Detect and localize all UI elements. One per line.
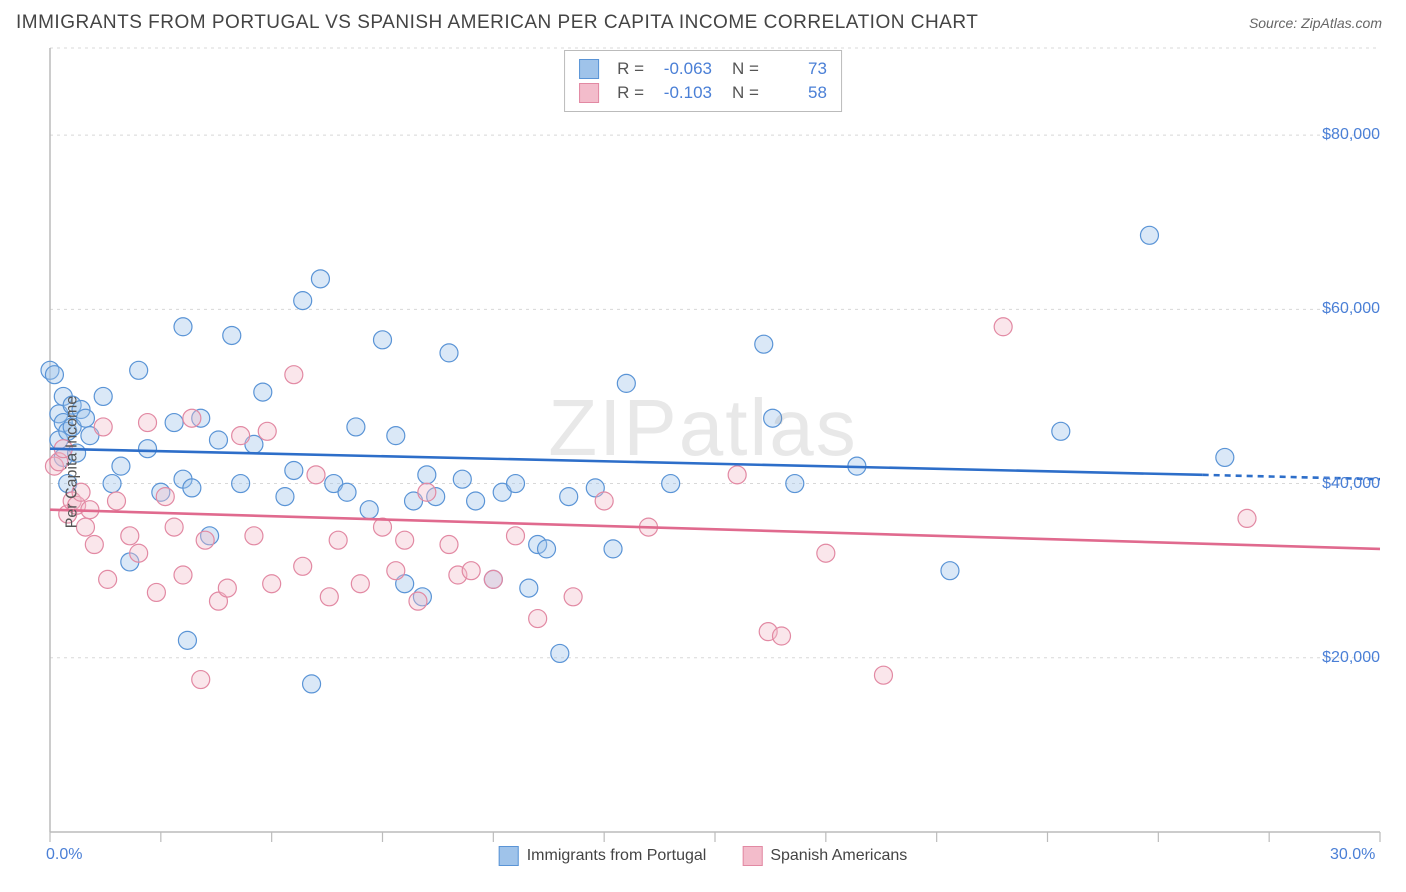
chart-container: Per Capita Income ZIPatlas $20,000$40,00… <box>0 42 1406 882</box>
swatch-series-1-bottom <box>742 846 762 866</box>
y-tick-label: $20,000 <box>1322 649 1380 667</box>
y-tick-label: $60,000 <box>1322 300 1380 318</box>
series-legend: Immigrants from Portugal Spanish America… <box>499 846 908 866</box>
y-tick-label: $40,000 <box>1322 475 1380 493</box>
stats-row-series-0: R = -0.063 N = 73 <box>579 57 827 81</box>
x-tick-max: 30.0% <box>1330 846 1375 864</box>
y-tick-label: $80,000 <box>1322 126 1380 144</box>
header: IMMIGRANTS FROM PORTUGAL VS SPANISH AMER… <box>0 0 1406 42</box>
source-label: Source: ZipAtlas.com <box>1249 15 1382 31</box>
swatch-series-0-bottom <box>499 846 519 866</box>
legend-item-0: Immigrants from Portugal <box>499 846 707 866</box>
swatch-series-1 <box>579 83 599 103</box>
page-title: IMMIGRANTS FROM PORTUGAL VS SPANISH AMER… <box>16 12 978 34</box>
swatch-series-0 <box>579 59 599 79</box>
stats-row-series-1: R = -0.103 N = 58 <box>579 81 827 105</box>
y-axis-label: Per Capita Income <box>63 396 81 529</box>
scatter-chart <box>0 42 1406 882</box>
legend-item-1: Spanish Americans <box>742 846 907 866</box>
x-tick-min: 0.0% <box>46 846 82 864</box>
stats-legend: R = -0.063 N = 73 R = -0.103 N = 58 <box>564 50 842 112</box>
